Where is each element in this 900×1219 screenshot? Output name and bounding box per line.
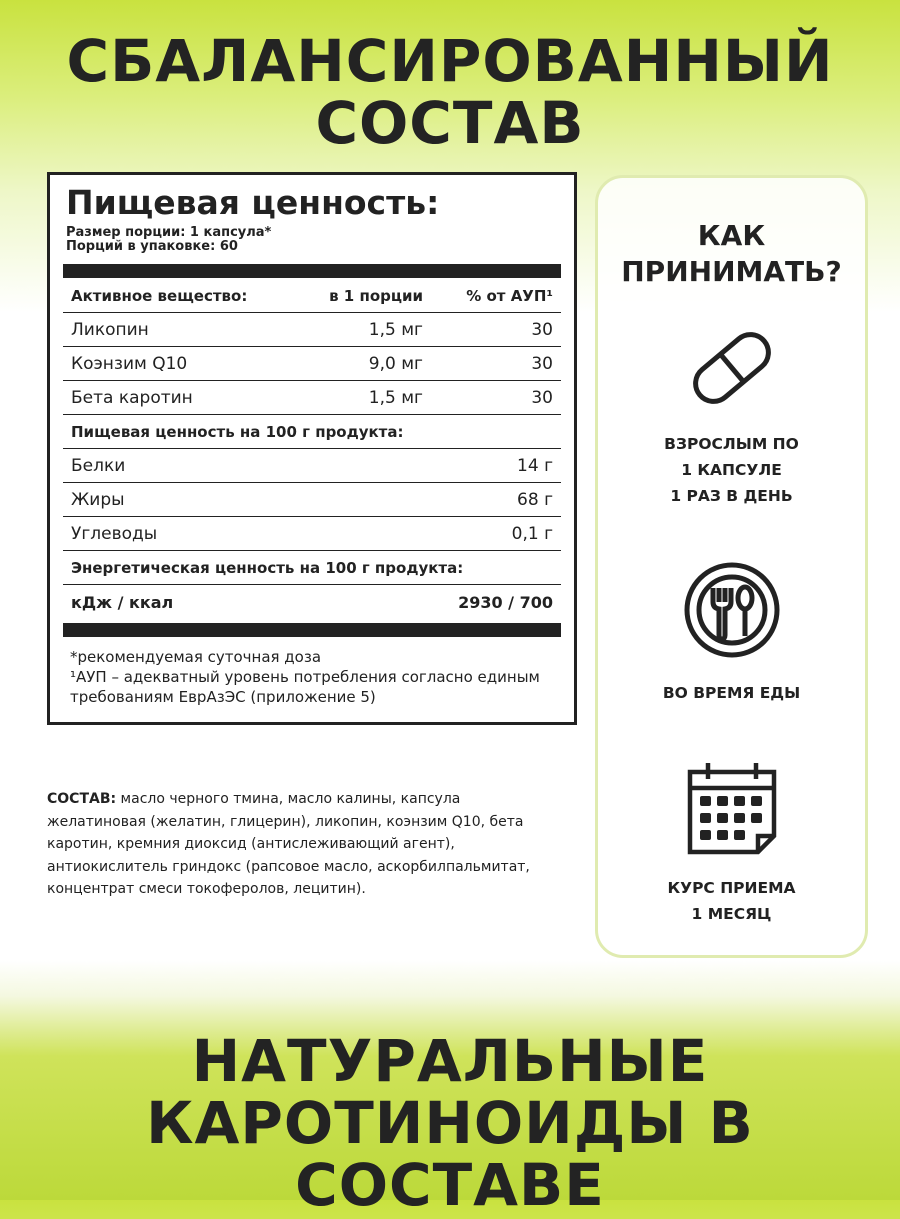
nutrition-facts-table: Пищевая ценность: Размер порции: 1 капсу…	[47, 172, 577, 725]
col-percent: % от АУП¹	[466, 286, 553, 305]
fork-spoon-icon	[684, 562, 779, 658]
title-line-1: СБАЛАНСИРОВАННЫЙ	[66, 27, 834, 95]
table-row-energy: кДж / ккал 2930 / 700	[63, 585, 561, 619]
row-value: 0,1 г	[511, 523, 553, 544]
title-line-2: СОСТАВ	[315, 89, 585, 157]
how-to-take-panel: КАК ПРИНИМАТЬ? ВЗРОСЛЫМ ПО 1 КАПСУЛЕ 1 РАЗ …	[595, 175, 868, 958]
table-row: Жиры 68 г	[63, 483, 561, 517]
row-name: Белки	[71, 455, 126, 476]
row-name: Коэнзим Q10	[71, 353, 188, 374]
page-title: СБАЛАНСИРОВАННЫЙ СОСТАВ	[0, 30, 900, 154]
with-meals-text: ВО ВРЕМЯ ЕДЫ	[662, 684, 801, 702]
serving-size: Размер порции: 1 капсула*	[66, 225, 272, 240]
footnote: ¹АУП – адекватный уровень потребления со…	[70, 668, 540, 706]
row-amount: 1,5 мг	[368, 387, 423, 408]
section-label: Энергетическая ценность на 100 г продукт…	[71, 558, 464, 577]
section-header-per100: Пищевая ценность на 100 г продукта:	[63, 415, 561, 449]
divider-bar	[63, 264, 561, 278]
table-header: Активное вещество: в 1 порции % от АУП¹	[63, 279, 561, 313]
dosage-text: ВЗРОСЛЫМ ПО 1 КАПСУЛЕ 1 РАЗ В ДЕНЬ	[598, 431, 865, 509]
row-value: 68 г	[517, 489, 553, 510]
col-substance: Активное вещество:	[71, 286, 248, 305]
table-row: Бета каротин 1,5 мг 30	[63, 381, 561, 415]
nutrition-title: Пищевая ценность:	[66, 183, 440, 222]
text-line: 1 МЕСЯЦ	[691, 905, 772, 923]
col-per-serving: в 1 порции	[329, 286, 423, 305]
calendar-icon	[687, 763, 776, 855]
table-row: Углеводы 0,1 г	[63, 517, 561, 551]
section-header-energy: Энергетическая ценность на 100 г продукт…	[63, 551, 561, 585]
row-name: Жиры	[71, 489, 125, 510]
row-percent: 30	[531, 353, 553, 374]
title-line: ПРИНИМАТЬ?	[621, 255, 842, 288]
text-line: ВЗРОСЛЫМ ПО	[664, 435, 799, 453]
row-name: Ликопин	[71, 319, 149, 340]
row-percent: 30	[531, 319, 553, 340]
footer-title: НАТУРАЛЬНЫЕ КАРОТИНОИДЫ В СОСТАВЕ	[0, 1030, 900, 1216]
footnotes: *рекомендуемая суточная доза ¹АУП – адекв…	[70, 647, 550, 707]
text-line: 1 РАЗ В ДЕНЬ	[670, 487, 793, 505]
composition-text: масло черного тмина, масло калины, капсу…	[47, 791, 530, 897]
text-line: КУРС ПРИЕМА	[667, 879, 796, 897]
row-amount: 1,5 мг	[368, 319, 423, 340]
footer-line-2: КАРОТИНОИДЫ В СОСТАВЕ	[146, 1089, 754, 1219]
footnote: *рекомендуемая суточная доза	[70, 648, 322, 666]
composition: СОСТАВ: масло черного тмина, масло калин…	[47, 788, 547, 901]
title-line: КАК	[697, 219, 766, 252]
capsule-icon	[692, 332, 771, 404]
row-percent: 30	[531, 387, 553, 408]
row-name: кДж / ккал	[71, 592, 174, 612]
row-value: 14 г	[517, 455, 553, 476]
divider-bar	[63, 623, 561, 637]
course-text: КУРС ПРИЕМА 1 МЕСЯЦ	[598, 875, 865, 927]
row-amount: 9,0 мг	[368, 353, 423, 374]
table-row: Коэнзим Q10 9,0 мг 30	[63, 347, 561, 381]
text-line: 1 КАПСУЛЕ	[681, 461, 782, 479]
composition-label: СОСТАВ:	[47, 791, 117, 807]
row-name: Углеводы	[71, 523, 158, 544]
table-row: Ликопин 1,5 мг 30	[63, 313, 561, 347]
row-value: 2930 / 700	[458, 592, 553, 612]
servings-per-package: Порций в упаковке: 60	[66, 239, 238, 254]
row-name: Бета каротин	[71, 387, 193, 408]
section-label: Пищевая ценность на 100 г продукта:	[71, 422, 404, 441]
footer-line-1: НАТУРАЛЬНЫЕ	[191, 1027, 709, 1095]
table-row: Белки 14 г	[63, 449, 561, 483]
how-to-title: КАК ПРИНИМАТЬ?	[598, 218, 865, 290]
